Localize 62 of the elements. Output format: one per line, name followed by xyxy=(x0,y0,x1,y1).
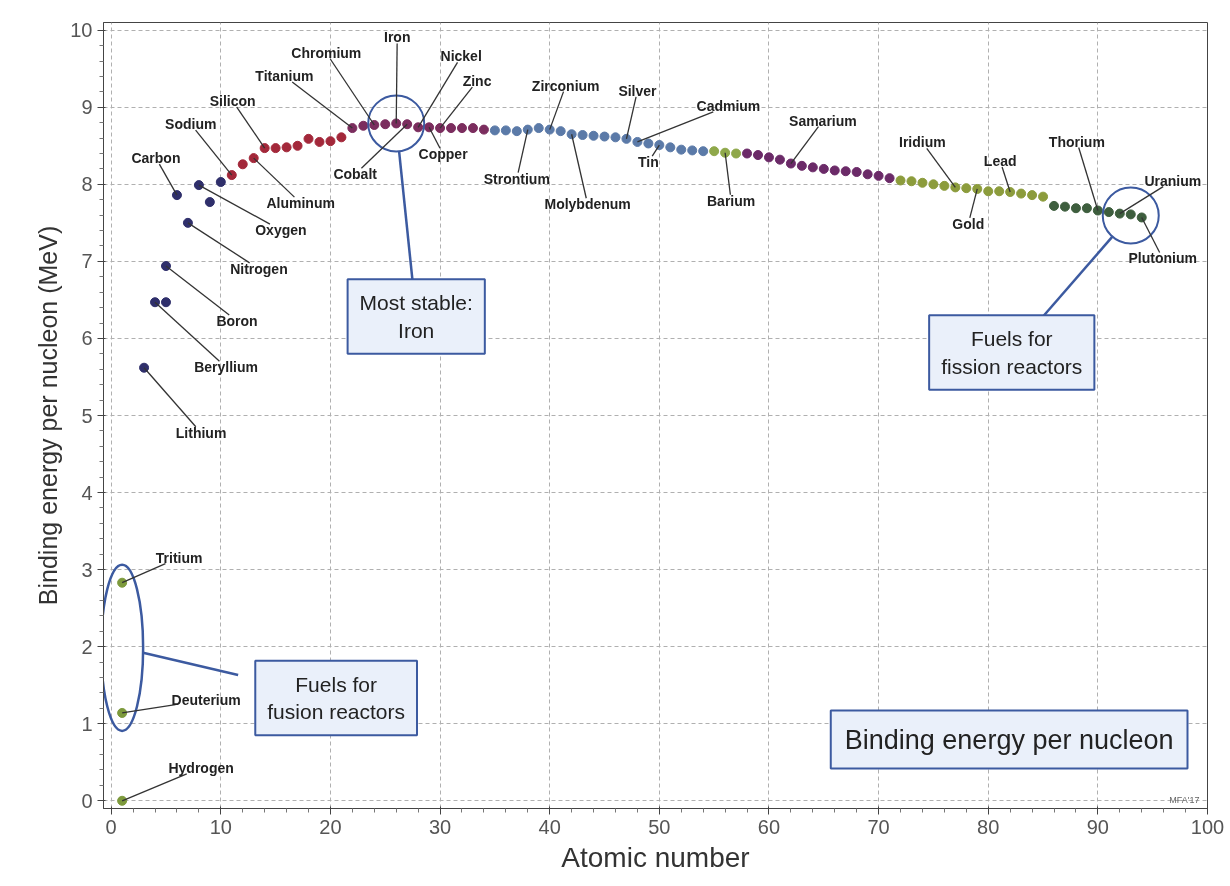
annotation: Boron xyxy=(216,313,258,330)
y-axis-title: Binding energy per nucleon (MeV) xyxy=(34,225,63,606)
annotation: Copper xyxy=(418,146,469,163)
annotation: MFA'17 xyxy=(1169,794,1200,805)
x-tick-label: 10 xyxy=(209,815,232,838)
y-tick-label: 4 xyxy=(81,481,93,504)
x-axis-title: Atomic number xyxy=(561,841,750,873)
y-tick-label: 3 xyxy=(81,558,93,581)
y-tick-label: 5 xyxy=(81,404,93,427)
annotation: Barium xyxy=(707,192,756,209)
annotation: Oxygen xyxy=(255,222,307,239)
annotation: Beryllium xyxy=(194,359,258,376)
annotation: Iridium xyxy=(899,134,946,151)
x-tick-label: 60 xyxy=(757,815,781,838)
annotation: Carbon xyxy=(131,150,181,167)
x-tick-label: 40 xyxy=(538,815,561,838)
y-tick-label: 10 xyxy=(70,19,93,42)
x-tick-label: 50 xyxy=(648,815,671,838)
text: Binding energy per nucleon xyxy=(844,724,1174,755)
annotation: Sodium xyxy=(165,116,217,133)
annotation: Nickel xyxy=(440,48,482,65)
y-tick-label: 7 xyxy=(81,250,93,273)
annotation: Hydrogen xyxy=(168,759,234,776)
annotation: Molybdenum xyxy=(544,196,631,213)
annotation: Plutonium xyxy=(1128,250,1197,267)
annotation: Deuterium xyxy=(171,691,241,708)
x-tick-label: 20 xyxy=(319,815,342,838)
annotation: Tritium xyxy=(155,549,203,566)
x-tick-label: 100 xyxy=(1190,815,1225,838)
annotation: Strontium xyxy=(483,170,550,187)
y-tick-label: 2 xyxy=(81,635,93,658)
y-tick-label: 9 xyxy=(81,96,93,119)
x-tick-label: 0 xyxy=(105,815,117,838)
annotation: Most stable: Iron xyxy=(359,291,473,342)
annotation: Cadmium xyxy=(696,97,761,114)
annotation: Silicon xyxy=(209,93,256,110)
x-tick-label: 80 xyxy=(977,815,1000,838)
annotation: Lithium xyxy=(175,424,227,441)
annotation: Chromium xyxy=(291,44,362,61)
y-tick-label: 6 xyxy=(81,327,93,350)
annotation: Thorium xyxy=(1048,133,1105,150)
annotation: Zinc xyxy=(462,73,492,90)
y-tick-label: 1 xyxy=(81,712,93,735)
annotation: Aluminum xyxy=(266,195,335,212)
annotation: Lead xyxy=(983,153,1017,170)
y-tick-label: 8 xyxy=(81,173,93,196)
annotation: Fuels for fusion reactors xyxy=(267,672,406,724)
x-tick-label: 90 xyxy=(1086,815,1109,838)
annotation: Titanium xyxy=(255,68,314,85)
x-tick-label: 70 xyxy=(867,815,890,838)
annotation: Fuels for fission reactors xyxy=(941,327,1083,378)
annotation: Silver xyxy=(618,82,658,99)
x-tick-label: 30 xyxy=(428,815,452,838)
annotation: Iron xyxy=(384,29,411,46)
annotation: Tin xyxy=(637,154,659,171)
annotation: Uranium xyxy=(1144,172,1202,189)
annotation: Zirconium xyxy=(531,77,600,94)
annotation: Samarium xyxy=(789,112,857,129)
annotation: Gold xyxy=(952,215,985,232)
y-tick-label: 0 xyxy=(81,789,93,812)
annotation: Cobalt xyxy=(333,166,378,183)
annotation: Nitrogen xyxy=(230,260,288,277)
